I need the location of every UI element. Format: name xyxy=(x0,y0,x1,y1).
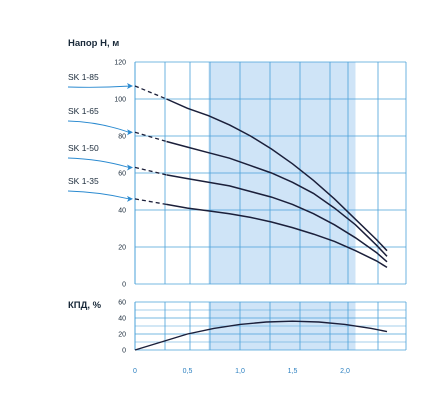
series-arrowhead-1 xyxy=(127,129,133,136)
xtick-0: 0 xyxy=(133,368,137,375)
efficiency-ytick-1: 20 xyxy=(118,332,126,339)
series-dashed-3 xyxy=(134,198,167,206)
curves xyxy=(67,83,388,351)
series-arrow-1 xyxy=(67,120,130,133)
efficiency-ytick-2: 40 xyxy=(118,316,126,323)
xtick-4: 2,0 xyxy=(340,368,350,375)
efficiency-line xyxy=(134,320,388,351)
head-chart-title: Напор H, м xyxy=(68,38,119,49)
series-dashed-0 xyxy=(134,85,167,100)
series-dashed-2 xyxy=(134,166,167,176)
series-line-3 xyxy=(166,203,388,269)
series-arrowhead-3 xyxy=(127,195,133,202)
labels: 0 20 40 60 80 100 120 Напор H, м SK 1-85 SK 1-65 S… xyxy=(68,38,350,375)
efficiency-chart-title: КПД, % xyxy=(68,300,102,311)
head-ytick-4: 80 xyxy=(118,134,126,141)
series-label-0: SK 1-85 xyxy=(68,72,99,82)
xtick-1: 0,5 xyxy=(183,368,193,375)
efficiency-ytick-0: 0 xyxy=(122,348,126,355)
series-line-0 xyxy=(166,98,388,252)
series-label-3: SK 1-35 xyxy=(68,176,99,186)
head-ytick-5: 100 xyxy=(114,97,126,104)
series-line-1 xyxy=(166,140,388,257)
xtick-2: 1,0 xyxy=(235,368,245,375)
series-arrow-0 xyxy=(67,85,130,88)
xtick-3: 1,5 xyxy=(288,368,298,375)
head-ytick-0: 0 xyxy=(122,282,126,289)
head-ytick-2: 40 xyxy=(118,208,126,215)
series-label-1: SK 1-65 xyxy=(68,106,99,116)
series-label-2: SK 1-50 xyxy=(68,143,99,153)
head-ytick-3: 60 xyxy=(118,171,126,178)
series-arrowhead-0 xyxy=(127,83,133,90)
series-arrow-3 xyxy=(67,190,130,200)
series-arrowhead-2 xyxy=(127,164,133,171)
head-ytick-1: 20 xyxy=(118,245,126,252)
efficiency-ytick-3: 60 xyxy=(118,300,126,307)
series-line-2 xyxy=(166,174,388,263)
series-arrow-2 xyxy=(67,157,130,168)
series-dashed-1 xyxy=(134,131,167,143)
head-ytick-6: 120 xyxy=(114,60,126,67)
highlight-bands xyxy=(208,62,356,350)
